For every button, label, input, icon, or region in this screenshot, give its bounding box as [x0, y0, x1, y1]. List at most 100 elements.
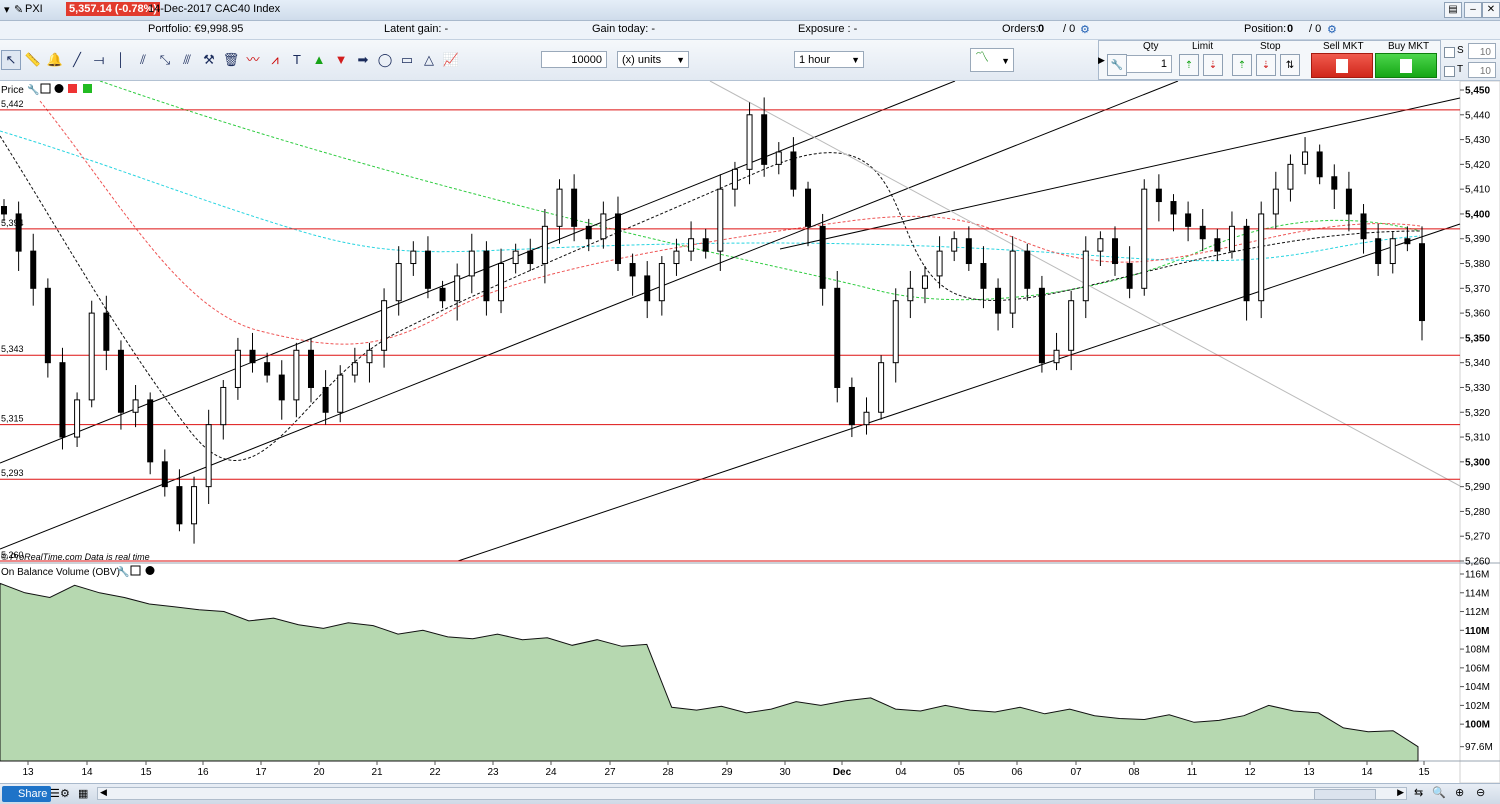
- triangle-icon[interactable]: △: [424, 52, 434, 67]
- price-up-icon[interactable]: [83, 84, 92, 93]
- trendline-2[interactable]: [0, 80, 1179, 550]
- price-tick-label: 5,330: [1465, 383, 1490, 394]
- trendline-1[interactable]: [0, 80, 956, 464]
- time-tick-label: 07: [1070, 767, 1082, 778]
- limit-buy-button[interactable]: ⇡: [1179, 54, 1199, 76]
- indicator-icon[interactable]: 📈: [442, 52, 460, 67]
- timeframe-select[interactable]: 1 hour ▼: [794, 51, 864, 68]
- arrow-right-icon[interactable]: ➡: [357, 52, 369, 67]
- arrow-down-icon[interactable]: ▼: [334, 52, 348, 67]
- sell-market-button[interactable]: [1311, 53, 1373, 78]
- candle-body: [307, 349, 314, 388]
- list-icon[interactable]: ☰: [50, 788, 60, 800]
- symbol-label[interactable]: PXI: [25, 3, 43, 15]
- parallel-lines-icon[interactable]: ⫻: [183, 52, 191, 67]
- arrow-up-icon[interactable]: ▲: [312, 52, 326, 67]
- obv-close-icon[interactable]: [145, 566, 155, 575]
- latent-gain: Latent gain: -: [384, 23, 449, 35]
- channel-icon[interactable]: ⫽: [140, 52, 146, 67]
- trendline-3[interactable]: [457, 223, 1461, 562]
- orders-settings-icon[interactable]: ⚙: [1080, 24, 1090, 36]
- support-resistance-levels[interactable]: 5,442 5,394 5,343 5,315 5,293 5,260: [0, 99, 1460, 562]
- scroll-right-icon[interactable]: ▶: [1397, 787, 1404, 797]
- chart-style-select[interactable]: 〽 ▼: [970, 48, 1014, 72]
- pointer-icon[interactable]: ↖: [1, 50, 21, 70]
- settings-wrench-icon[interactable]: 🔧: [1107, 54, 1127, 76]
- calculator-icon[interactable]: ▦: [78, 788, 89, 800]
- trash-icon[interactable]: 🗑: [222, 52, 240, 67]
- text-tool-icon[interactable]: T: [293, 52, 301, 67]
- candle-body: [527, 250, 534, 265]
- sell-order-icon: [1336, 59, 1348, 73]
- magnet-icon[interactable]: ⚒: [203, 52, 215, 67]
- position-settings-icon[interactable]: ⚙: [1327, 24, 1337, 36]
- settings-icon[interactable]: ⚙: [60, 788, 70, 800]
- scroll-left-icon[interactable]: ◀: [100, 787, 107, 797]
- stop-buy-button[interactable]: ⇡: [1232, 54, 1252, 76]
- scroll-thumb[interactable]: [1314, 789, 1376, 800]
- trendline-4[interactable]: [779, 97, 1461, 250]
- candle-body: [132, 399, 139, 413]
- candle-body: [1170, 201, 1177, 215]
- candle-body: [863, 411, 870, 426]
- candle-body: [878, 362, 885, 413]
- price-panel-label: Price: [1, 85, 24, 96]
- candle-body: [731, 168, 738, 190]
- minimize-button[interactable]: –: [1464, 2, 1482, 18]
- time-scrollbar[interactable]: ◀ ▶: [97, 787, 1407, 800]
- link-icon[interactable]: ✎: [14, 4, 24, 16]
- obv-tick-label: 104M: [1465, 682, 1490, 693]
- zigzag-icon[interactable]: ⩘: [271, 52, 279, 67]
- share-button[interactable]: Share: [2, 786, 52, 802]
- price-tick-label: 5,270: [1465, 532, 1490, 543]
- trendline-icon[interactable]: ╱: [73, 52, 81, 67]
- time-tick-label: 30: [779, 767, 791, 778]
- collapse-icon[interactable]: ▶: [1098, 55, 1105, 65]
- price-down-icon[interactable]: [68, 84, 77, 93]
- menu-dropdown-icon[interactable]: ▾: [4, 4, 10, 16]
- target-checkbox[interactable]: [1444, 66, 1455, 77]
- wave-pattern-icon[interactable]: 〰: [246, 52, 260, 67]
- qty-input[interactable]: 1: [1126, 55, 1172, 73]
- zoom-fit-icon[interactable]: 🔍: [1432, 787, 1446, 799]
- instrument-label: 14-Dec-2017 CAC40 Index: [148, 3, 281, 15]
- buy-market-button[interactable]: [1375, 53, 1437, 78]
- target-distance-input[interactable]: 10: [1468, 62, 1496, 78]
- time-tick-label: 08: [1128, 767, 1140, 778]
- candle-body: [1097, 238, 1104, 252]
- candle-body: [191, 486, 198, 525]
- bottom-bar: Share ☰ ⚙ ▦ ◀ ▶ ⇆ 🔍 ⊕ ⊖: [0, 783, 1500, 804]
- alert-bell-icon[interactable]: 🔔: [46, 52, 64, 67]
- buy-label: Buy MKT: [1388, 41, 1430, 52]
- time-tick-label: 16: [197, 767, 209, 778]
- chart-area[interactable]: 5,442 5,394 5,343 5,315 5,293 5,260 5,450 5,44…: [0, 80, 1500, 786]
- horizontal-line-icon[interactable]: ⟞: [93, 52, 105, 67]
- price-axis: 5,450 5,440 5,430 5,420 5,410 5,400 5,390 5,380…: [1460, 86, 1490, 568]
- obv-wrench-icon[interactable]: 🔧: [117, 565, 129, 578]
- stop-distance-input[interactable]: 10: [1468, 43, 1496, 59]
- limit-sell-button[interactable]: ⇣: [1203, 54, 1223, 76]
- price-close-icon[interactable]: [54, 84, 64, 93]
- close-button[interactable]: ✕: [1482, 2, 1500, 18]
- stop-sell-button[interactable]: ⇣: [1256, 54, 1276, 76]
- price-chart-svg[interactable]: 5,442 5,394 5,343 5,315 5,293 5,260 5,450 5,44…: [0, 80, 1500, 784]
- fibonacci-icon[interactable]: ⤡: [159, 52, 171, 67]
- quantity-input[interactable]: 10000: [541, 51, 607, 68]
- vertical-line-icon[interactable]: │: [116, 52, 126, 67]
- candle-body: [1404, 238, 1411, 245]
- time-tick-label: 21: [371, 767, 383, 778]
- ruler-icon[interactable]: 📏: [24, 52, 42, 67]
- price-wrench-icon[interactable]: 🔧: [27, 83, 39, 96]
- rectangle-icon[interactable]: ▭: [400, 52, 414, 67]
- units-select[interactable]: (x) units ▼: [617, 51, 689, 68]
- price-maximize-icon[interactable]: [40, 83, 51, 94]
- obv-maximize-icon[interactable]: [130, 565, 141, 576]
- zoom-out-icon[interactable]: ⊖: [1476, 787, 1486, 799]
- stop-checkbox[interactable]: [1444, 47, 1455, 58]
- expand-icon[interactable]: ⇆: [1414, 787, 1424, 799]
- zoom-in-icon[interactable]: ⊕: [1455, 787, 1465, 799]
- stop-bracket-button[interactable]: ⇅: [1280, 54, 1300, 76]
- ellipse-icon[interactable]: ◯: [377, 52, 393, 67]
- keyboard-icon[interactable]: ▤: [1444, 2, 1462, 18]
- ma-green-line: [99, 80, 1421, 301]
